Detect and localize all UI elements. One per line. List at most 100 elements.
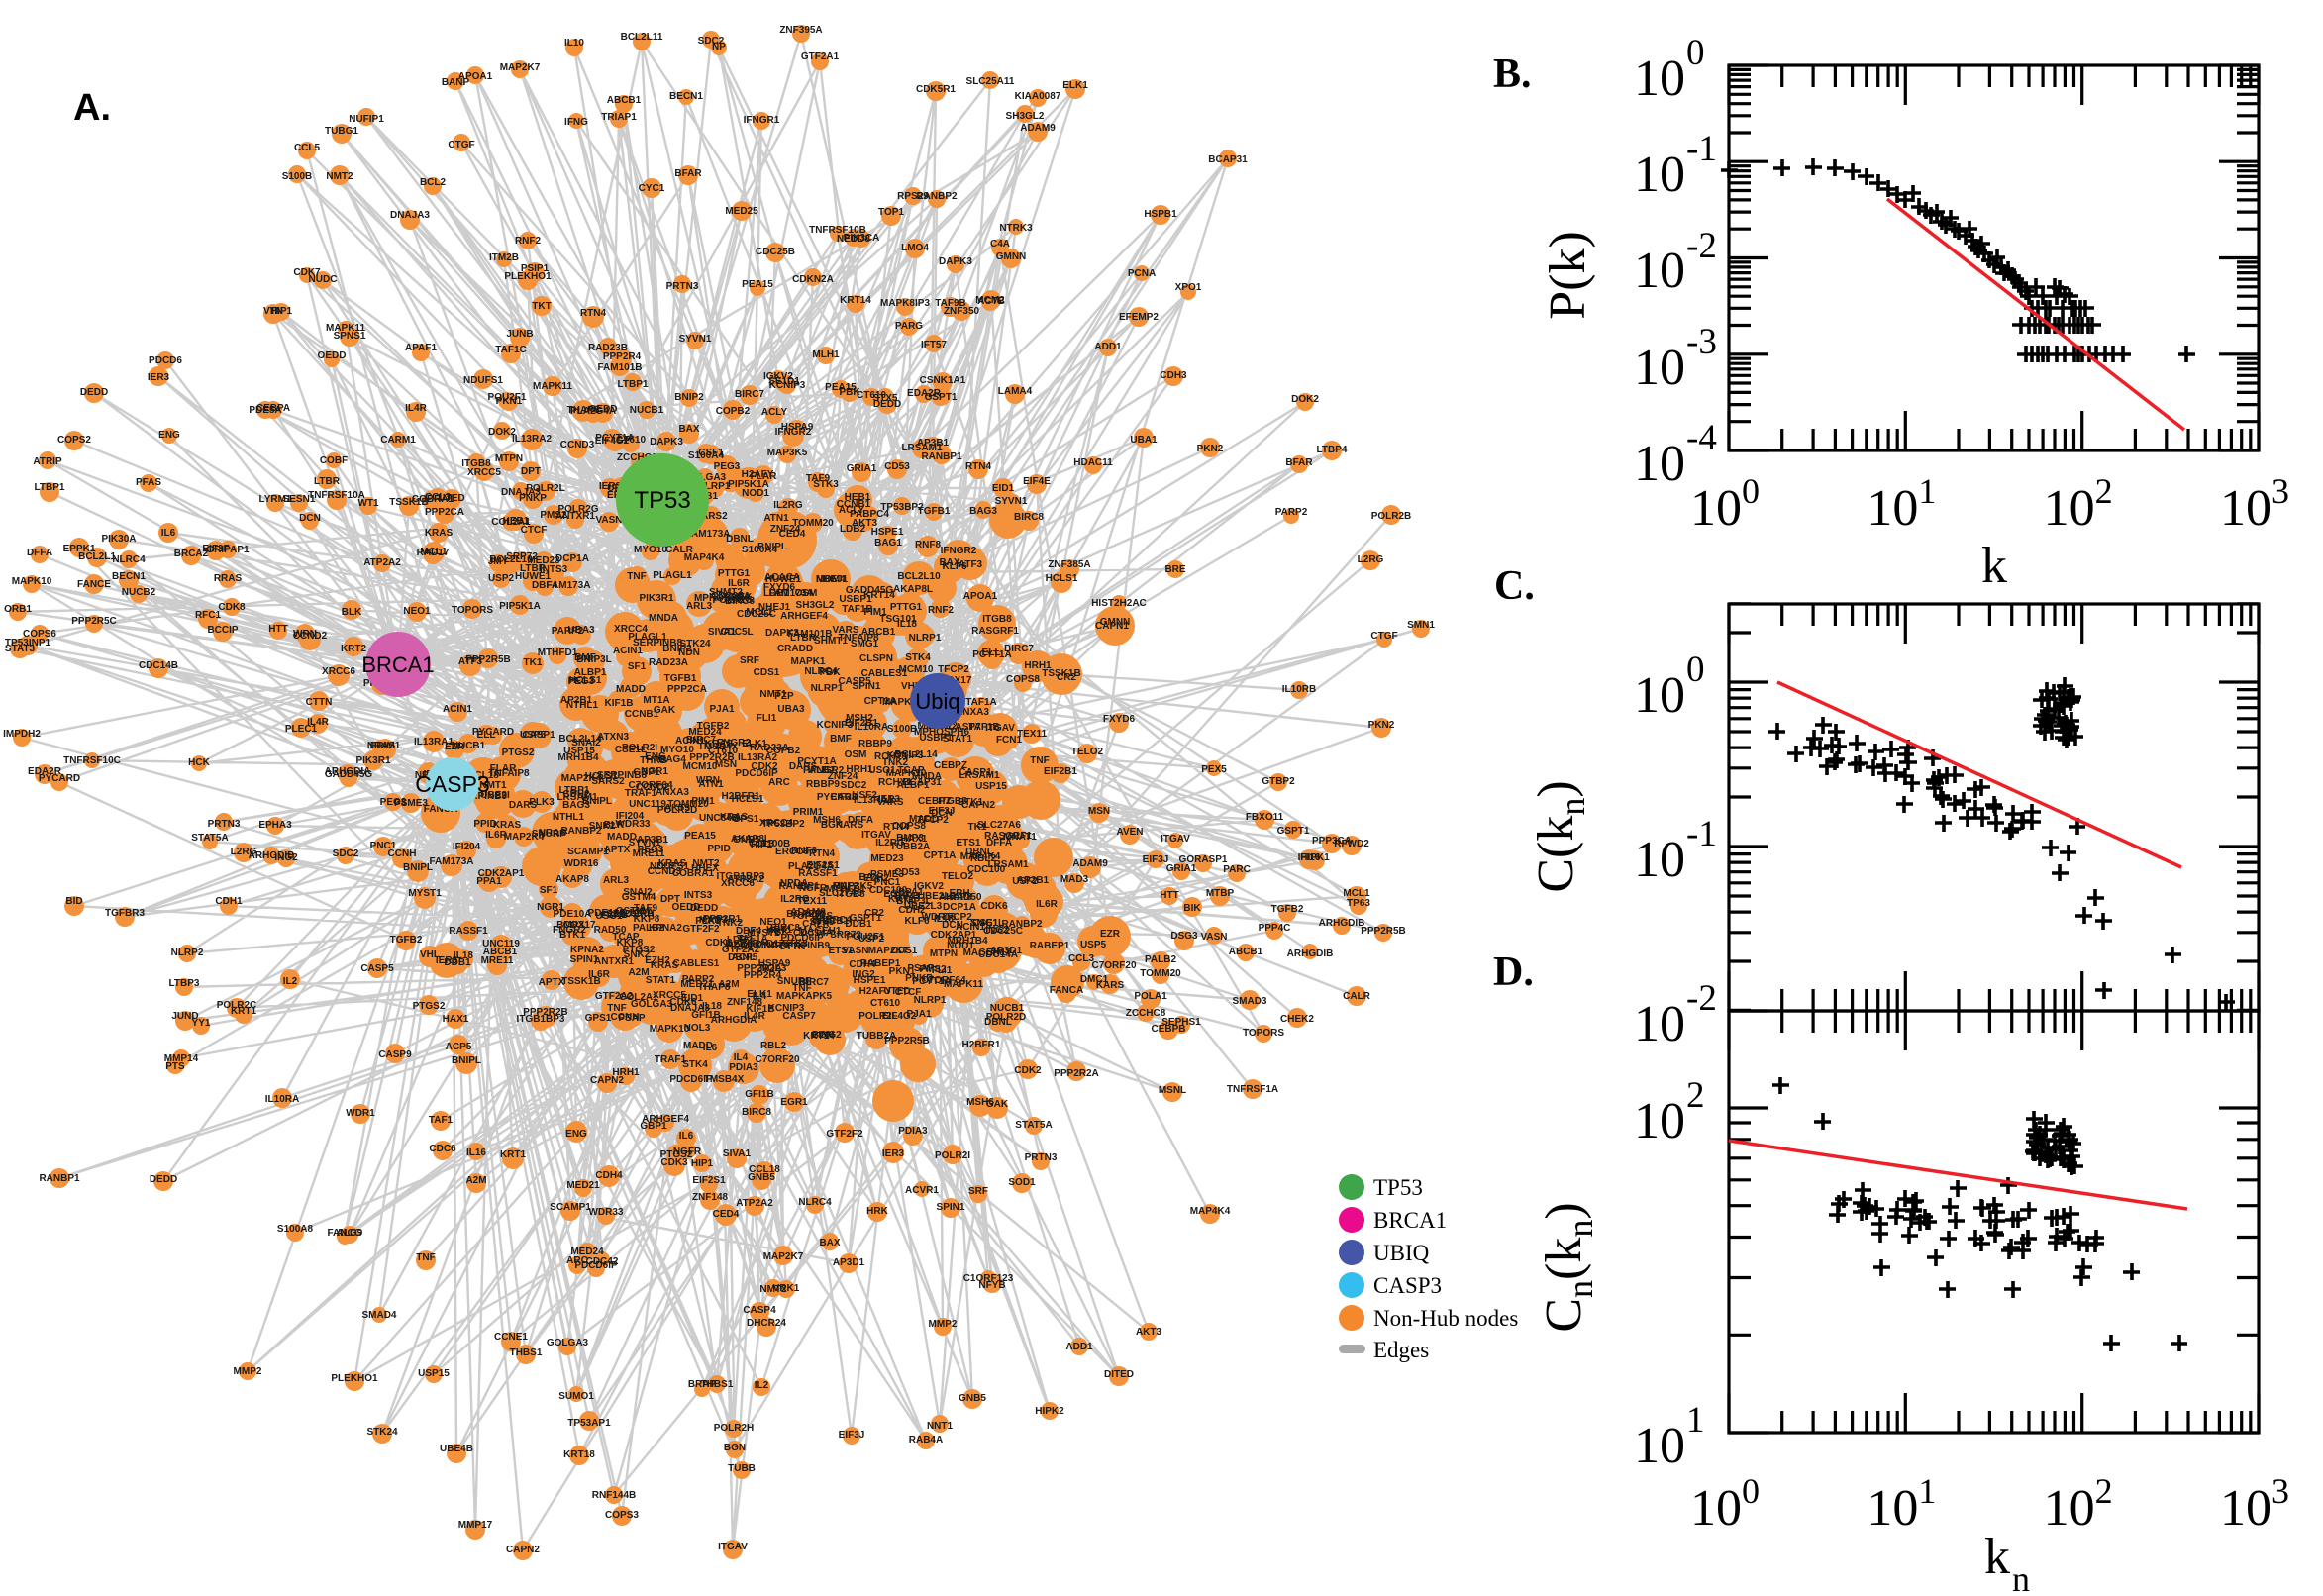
svg-text:CT610: CT610: [870, 998, 900, 1009]
svg-text:RANBP2: RANBP2: [916, 191, 958, 202]
svg-text:BCCIP: BCCIP: [207, 625, 238, 636]
svg-text:RAD23A: RAD23A: [750, 743, 789, 753]
svg-text:APOA1: APOA1: [458, 71, 493, 82]
svg-text:DBF4: DBF4: [532, 580, 558, 591]
svg-text:IL10: IL10: [564, 38, 584, 49]
svg-text:DOK2: DOK2: [488, 427, 516, 438]
svg-text:PYCARD: PYCARD: [472, 727, 514, 738]
svg-text:10: 10: [1634, 243, 1685, 299]
svg-text:TKT: TKT: [532, 301, 551, 312]
svg-text:TNFRSF10A: TNFRSF10A: [308, 490, 365, 501]
svg-text:B.: B.: [1493, 51, 1532, 97]
svg-text:PDIA3: PDIA3: [898, 1126, 928, 1137]
svg-text:TNK2: TNK2: [717, 918, 744, 929]
svg-text:DOK2: DOK2: [1291, 394, 1319, 405]
svg-text:A2M: A2M: [628, 967, 649, 978]
svg-text:10: 10: [1634, 50, 1685, 107]
svg-text:KIAA0087: KIAA0087: [1015, 91, 1061, 102]
svg-text:DAPK3: DAPK3: [650, 437, 683, 448]
svg-text:RBL2: RBL2: [760, 1041, 787, 1051]
svg-text:BAG3: BAG3: [969, 506, 997, 517]
svg-text:CAPN2: CAPN2: [590, 1075, 624, 1086]
svg-text:BNIP2: BNIP2: [674, 392, 704, 403]
svg-text:SDC2: SDC2: [333, 848, 359, 859]
svg-text:Ubiq: Ubiq: [915, 689, 960, 714]
svg-text:IL2: IL2: [755, 1380, 769, 1391]
svg-text:TAF1A: TAF1A: [965, 697, 996, 708]
svg-text:MMP2: MMP2: [234, 1366, 262, 1377]
svg-text:POLR2D: POLR2D: [657, 805, 698, 816]
svg-text:CCL3: CCL3: [749, 839, 775, 849]
svg-text:CYC1: CYC1: [639, 183, 665, 194]
svg-text:CTCF: CTCF: [521, 525, 548, 536]
svg-text:ATRIP: ATRIP: [33, 456, 62, 467]
svg-text:SH3GL2: SH3GL2: [1006, 111, 1045, 122]
svg-text:AVEN: AVEN: [1116, 827, 1143, 838]
svg-text:PKN1: PKN1: [496, 396, 523, 407]
svg-text:WDR1: WDR1: [346, 1108, 375, 1119]
svg-text:TELO2: TELO2: [1071, 747, 1104, 757]
svg-text:PPP2R4: PPP2R4: [744, 970, 782, 981]
svg-text:SPIN1: SPIN1: [853, 681, 881, 692]
svg-text:-2: -2: [1686, 226, 1717, 266]
svg-text:SPIN1: SPIN1: [937, 1202, 965, 1213]
svg-text:JUNB: JUNB: [506, 329, 533, 340]
svg-text:APOA1: APOA1: [963, 591, 998, 602]
svg-text:10: 10: [1634, 436, 1685, 492]
svg-text:GPS1: GPS1: [585, 1013, 612, 1024]
svg-text:HCLS1: HCLS1: [732, 794, 764, 805]
svg-text:BCL2L1: BCL2L1: [78, 551, 116, 562]
svg-text:SE1D1: SE1D1: [606, 909, 638, 920]
svg-text:GAK: GAK: [654, 705, 676, 716]
svg-text:LTBP3: LTBP3: [169, 978, 200, 989]
svg-text:PARC: PARC: [1223, 864, 1251, 875]
svg-text:JMY: JMY: [488, 556, 509, 567]
svg-text:CDKN2A: CDKN2A: [792, 274, 834, 285]
svg-text:KIF1B: KIF1B: [605, 698, 634, 709]
svg-text:BECN1: BECN1: [112, 571, 146, 582]
svg-text:IL2RG: IL2RG: [773, 500, 803, 511]
svg-text:ATP2A2: ATP2A2: [727, 874, 764, 885]
svg-text:MADD: MADD: [616, 684, 646, 695]
svg-text:IFI204: IFI204: [453, 842, 481, 852]
svg-text:BAX: BAX: [819, 1238, 840, 1248]
svg-text:RAD23B: RAD23B: [588, 343, 628, 353]
svg-text:BRCA1: BRCA1: [1373, 1208, 1447, 1233]
svg-text:PZP: PZP: [774, 691, 794, 702]
svg-text:CABLES1: CABLES1: [861, 668, 908, 679]
svg-text:TK1: TK1: [524, 657, 543, 668]
svg-text:MAP4K4: MAP4K4: [960, 851, 1001, 862]
svg-text:EIF3F: EIF3F: [202, 544, 229, 554]
svg-text:POLR2B: POLR2B: [1371, 511, 1412, 522]
svg-text:AKAP8: AKAP8: [939, 892, 972, 903]
svg-text:HAX1: HAX1: [443, 1014, 469, 1025]
svg-text:NRAS: NRAS: [367, 741, 396, 751]
svg-text:EID1: EID1: [992, 483, 1015, 494]
svg-text:ENG: ENG: [158, 430, 180, 441]
svg-text:CCND3: CCND3: [560, 440, 595, 450]
svg-text:KRT14: KRT14: [840, 295, 871, 306]
svg-text:CDK5R1: CDK5R1: [916, 84, 956, 95]
svg-text:ITGAV: ITGAV: [718, 1542, 748, 1552]
svg-text:IER3: IER3: [882, 1148, 905, 1159]
svg-text:BID: BID: [65, 896, 82, 907]
svg-text:INTS3: INTS3: [540, 564, 568, 575]
svg-text:MDM4: MDM4: [816, 574, 846, 585]
svg-text:CSE1L: CSE1L: [615, 745, 647, 755]
svg-text:CT610: CT610: [708, 746, 738, 756]
svg-text:PARP2: PARP2: [1275, 507, 1308, 518]
svg-text:BCL2L10: BCL2L10: [897, 571, 941, 582]
svg-text:S100B: S100B: [887, 724, 918, 735]
svg-text:n: n: [2012, 1559, 2030, 1596]
svg-text:SRP72: SRP72: [506, 551, 538, 562]
svg-text:STK4: STK4: [905, 652, 931, 663]
svg-text:SERPINB8: SERPINB8: [597, 770, 647, 781]
svg-text:IL6R: IL6R: [728, 578, 750, 589]
svg-text:BAX: BAX: [939, 557, 960, 568]
svg-text:CDK2: CDK2: [1014, 1065, 1042, 1076]
svg-text:RABEP1: RABEP1: [1030, 941, 1070, 951]
svg-text:MYST1: MYST1: [408, 888, 442, 899]
svg-text:DSG3: DSG3: [1170, 931, 1198, 942]
svg-text:STAT1: STAT1: [646, 975, 676, 986]
svg-text:STX5: STX5: [872, 393, 897, 404]
